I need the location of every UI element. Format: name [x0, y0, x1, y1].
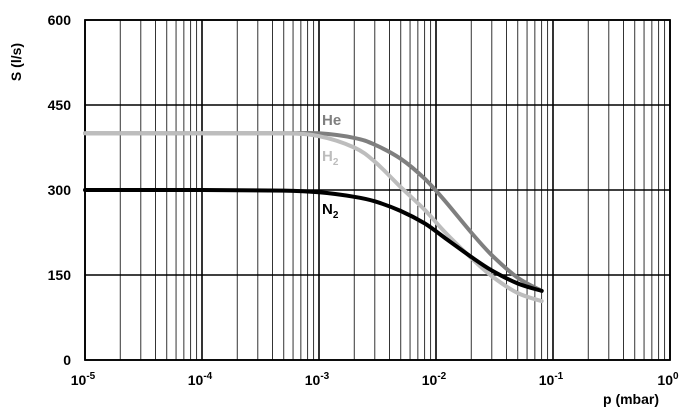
series-label-subscript: 2 — [333, 157, 339, 168]
x-tick-base: 10 — [539, 372, 555, 388]
series-lines — [83, 130, 544, 304]
x-tick-base: 10 — [188, 372, 204, 388]
x-tick-label: 10-3 — [305, 371, 330, 388]
y-tick-label: 600 — [48, 12, 72, 28]
major-grid — [84, 19, 671, 361]
series-label-n2: N2 — [322, 201, 339, 221]
x-tick-label: 100 — [657, 371, 679, 388]
y-tick-labels: 0 150 300 450 600 — [48, 12, 72, 368]
y-axis-title: S (l/s) — [8, 43, 24, 81]
x-tick-base: 10 — [657, 372, 673, 388]
x-tick-label: 10-5 — [71, 371, 96, 388]
x-tick-base: 10 — [422, 372, 438, 388]
series-line-n2 — [83, 187, 544, 293]
x-tick-exponent: -1 — [554, 371, 563, 382]
x-tick-exponent: -5 — [86, 371, 95, 382]
y-tick-label: 150 — [48, 267, 72, 283]
series-label-subscript: 2 — [333, 210, 339, 221]
x-tick-exponent: -2 — [437, 371, 446, 382]
series-label-text: H — [322, 148, 333, 165]
x-tick-exponent: -3 — [320, 371, 329, 382]
x-tick-label: 10-1 — [539, 371, 564, 388]
y-tick-label: 450 — [48, 97, 72, 113]
x-tick-base: 10 — [71, 372, 87, 388]
x-tick-labels: 10-5 10-4 10-3 10-2 10-1 100 — [71, 371, 679, 388]
x-tick-exponent: 0 — [673, 371, 679, 382]
y-tick-label: 0 — [63, 352, 71, 368]
x-tick-base: 10 — [305, 372, 321, 388]
series-label-he: He — [322, 112, 341, 129]
series-label-h2: H2 — [322, 148, 339, 168]
x-axis-title: p (mbar) — [603, 391, 659, 407]
x-tick-label: 10-4 — [188, 371, 213, 388]
x-tick-exponent: -4 — [203, 371, 212, 382]
series-line-h2 — [83, 131, 544, 304]
series-label-text: He — [322, 112, 341, 129]
series-label-text: N — [322, 201, 333, 218]
y-tick-label: 300 — [48, 182, 72, 198]
x-tick-label: 10-2 — [422, 371, 447, 388]
